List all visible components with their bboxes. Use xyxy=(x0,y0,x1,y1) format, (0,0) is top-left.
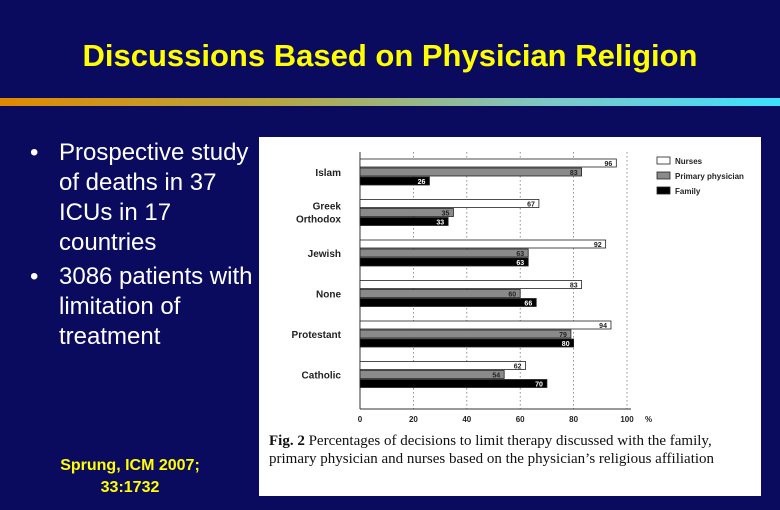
legend-swatch xyxy=(656,186,671,195)
bar xyxy=(359,176,430,186)
bullet-list: • Prospective study of deaths in 37 ICUs… xyxy=(30,138,270,356)
bar-value-label: 94 xyxy=(599,323,607,330)
legend-label: Family xyxy=(675,187,701,196)
bar-value-label: 80 xyxy=(562,341,570,348)
bullet-marker: • xyxy=(30,263,39,290)
bar-value-label: 92 xyxy=(594,242,602,249)
slide-title: Discussions Based on Physician Religion xyxy=(82,38,698,73)
category-label: None xyxy=(316,290,341,301)
bar xyxy=(359,320,612,330)
title-divider xyxy=(0,98,780,106)
caption-label: Fig. 2 xyxy=(269,433,305,449)
x-unit-label: % xyxy=(645,415,652,424)
bar-value-label: 26 xyxy=(418,179,426,186)
bullet-item: • Prospective study of deaths in 37 ICUs… xyxy=(30,138,270,258)
bar-value-label: 63 xyxy=(516,251,524,258)
bar xyxy=(359,208,454,217)
bar xyxy=(359,257,529,267)
bar-value-label: 66 xyxy=(524,301,532,308)
bar xyxy=(359,217,449,226)
bullet-marker: • xyxy=(30,139,39,166)
bar-value-label: 60 xyxy=(508,292,516,299)
bar-value-label: 54 xyxy=(492,373,500,380)
bar xyxy=(359,158,617,168)
bar xyxy=(359,280,583,289)
bar-value-label: 83 xyxy=(570,170,578,177)
category-label: Islam xyxy=(315,168,341,179)
legend-label: Nurses xyxy=(675,157,703,166)
bar-value-label: 70 xyxy=(535,382,543,389)
figure-caption: Fig. 2 Percentages of decisions to limit… xyxy=(269,432,757,468)
category-label: Orthodox xyxy=(296,215,341,226)
bar-value-label: 96 xyxy=(605,161,613,168)
x-tick-label: 100 xyxy=(620,415,634,424)
bar xyxy=(359,289,521,298)
bar xyxy=(359,370,505,379)
bar-value-label: 33 xyxy=(436,220,444,227)
legend-swatch xyxy=(656,171,671,180)
bar xyxy=(359,199,540,208)
bar-value-label: 67 xyxy=(527,202,535,209)
bullet-text: Prospective study of deaths in 37 ICUs i… xyxy=(59,139,249,256)
category-label: Jewish xyxy=(308,249,341,260)
x-tick-label: 40 xyxy=(462,415,471,424)
category-label: Catholic xyxy=(302,371,342,382)
bar xyxy=(359,379,548,388)
bar xyxy=(359,338,575,348)
bar xyxy=(359,361,526,370)
legend-swatch xyxy=(656,156,671,165)
bullet-item: • 3086 patients with limitation of treat… xyxy=(30,262,270,352)
bar xyxy=(359,239,607,249)
chart-figure: 0 20 40 60 80 100% Islam 96 83 26 Greek Orthodox 67 3… xyxy=(259,137,761,496)
bar xyxy=(359,298,537,307)
x-tick-label: 20 xyxy=(409,415,418,424)
bar-value-label: 79 xyxy=(559,332,567,339)
bar-value-label: 62 xyxy=(514,364,522,371)
bar-value-label: 35 xyxy=(442,211,450,218)
citation: Sprung, ICM 2007; 33:1732 xyxy=(60,457,200,496)
bar xyxy=(359,167,583,177)
category-label: Protestant xyxy=(292,330,342,341)
bar xyxy=(359,329,572,339)
x-tick-label: 60 xyxy=(516,415,525,424)
bar xyxy=(359,248,529,258)
x-tick-label: 0 xyxy=(358,415,363,424)
caption-text: Percentages of decisions to limit therap… xyxy=(269,433,715,467)
bar-chart: 0 20 40 60 80 100 % Islam 96 83 26 Greek Orthodox 67 3… xyxy=(292,152,744,424)
x-tick-label: 80 xyxy=(569,415,578,424)
bullet-text: 3086 patients with limitation of treatme… xyxy=(59,263,253,350)
category-label: Greek xyxy=(313,202,342,213)
bar-value-label: 83 xyxy=(570,283,578,290)
legend-label: Primary physician xyxy=(675,172,744,181)
bar-value-label: 63 xyxy=(516,260,524,267)
